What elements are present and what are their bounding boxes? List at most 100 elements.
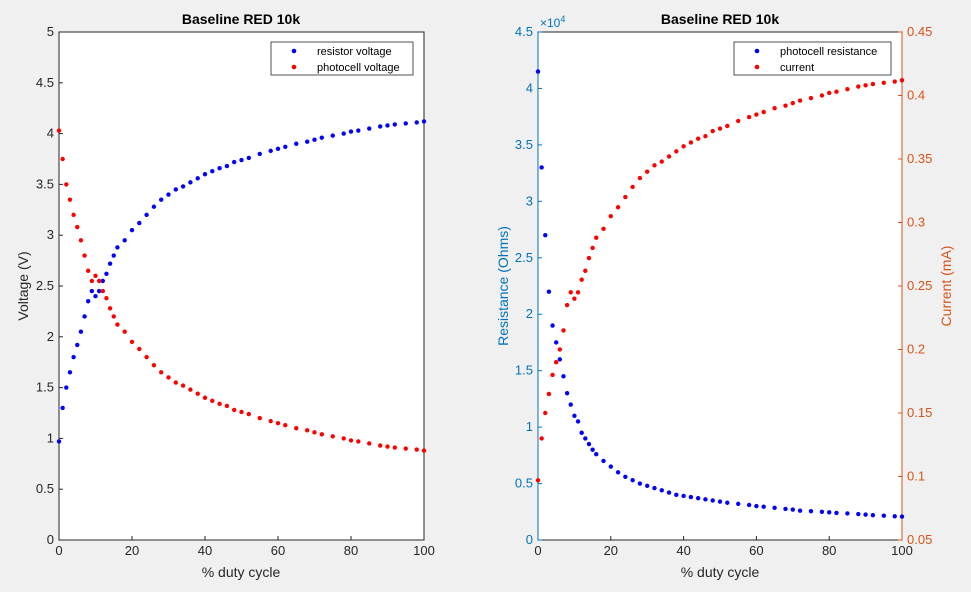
point-current: [554, 360, 559, 365]
point-photocell-resistance: [666, 490, 672, 495]
point-current: [608, 213, 613, 219]
point-photocell-voltage: [100, 288, 106, 294]
point-current: [772, 106, 777, 111]
point-current: [736, 118, 741, 124]
y-axis-left-resistance: 0 0.5 1 1.5 2 2.5 3 3.5 4 4.5: [515, 24, 542, 547]
point-photocell-voltage: [104, 295, 109, 301]
point-current: [899, 78, 905, 83]
point-resistor-voltage: [173, 187, 178, 192]
point-resistor-voltage: [144, 212, 149, 218]
point-current: [725, 123, 730, 129]
point-current: [601, 226, 606, 232]
point-photocell-voltage: [217, 401, 222, 407]
point-current: [623, 194, 628, 200]
point-current: [568, 290, 573, 295]
point-current: [557, 347, 563, 352]
plot-area-resistance: [537, 31, 903, 541]
point-photocell-voltage: [348, 438, 354, 443]
point-resistor-voltage: [392, 122, 397, 127]
point-photocell-resistance: [827, 510, 832, 515]
point-resistor-voltage: [86, 299, 91, 304]
point-photocell-resistance: [797, 508, 803, 513]
point-current: [681, 144, 686, 149]
point-photocell-resistance: [543, 233, 548, 238]
point-photocell-resistance: [710, 498, 715, 503]
point-resistor-voltage: [378, 124, 383, 129]
point-current: [615, 205, 621, 210]
point-resistor-voltage: [56, 439, 62, 444]
point-photocell-resistance: [688, 494, 694, 500]
y-tick-label: 0: [526, 532, 533, 547]
x-tick-label: 20: [125, 543, 139, 558]
point-resistor-voltage: [151, 204, 157, 209]
y-tick-label: 0.5: [515, 476, 533, 491]
y-tick-label: 3.5: [36, 176, 54, 191]
y-tick-label: 1.5: [36, 380, 54, 395]
point-photocell-resistance: [583, 436, 588, 441]
point-current: [856, 84, 861, 89]
point-current: [808, 95, 814, 101]
point-photocell-voltage: [421, 448, 427, 453]
point-current: [583, 268, 588, 273]
point-current: [892, 79, 897, 84]
point-photocell-voltage: [180, 383, 186, 388]
point-current: [761, 109, 766, 115]
point-photocell-resistance: [881, 513, 886, 518]
point-photocell-resistance: [572, 413, 577, 419]
point-photocell-resistance: [856, 511, 861, 517]
point-resistor-voltage: [104, 271, 109, 277]
y-right-tick-label: 0.3: [907, 215, 925, 230]
point-photocell-resistance: [568, 402, 573, 407]
point-photocell-resistance: [550, 323, 555, 328]
point-resistor-voltage: [166, 192, 171, 197]
point-current: [674, 149, 679, 154]
y-axis-voltage: 0 0.5 1 1.5 2 2.5 3 3.5 4 4.5 5: [36, 24, 63, 547]
point-resistor-voltage: [137, 220, 142, 226]
point-current: [645, 169, 650, 174]
y-tick-label: 4: [47, 126, 54, 141]
point-photocell-voltage: [268, 418, 273, 424]
point-photocell-resistance: [754, 503, 759, 509]
point-resistor-voltage: [217, 165, 222, 171]
point-photocell-voltage: [378, 443, 383, 448]
point-resistor-voltage: [93, 293, 98, 299]
point-photocell-resistance: [539, 165, 544, 170]
point-current: [710, 128, 715, 134]
chart-voltage: Baseline RED 10k 0 20 40 60 80 100 0 0.5 1 1.5 2 2…: [15, 11, 435, 580]
point-photocell-resistance: [772, 505, 777, 511]
point-photocell-resistance: [535, 69, 541, 74]
legend-marker-current: [754, 64, 760, 70]
point-photocell-resistance: [546, 289, 552, 294]
point-current: [564, 302, 570, 308]
point-photocell-voltage: [232, 407, 237, 413]
point-resistor-voltage: [257, 151, 262, 157]
point-current: [870, 81, 876, 87]
point-photocell-resistance: [586, 441, 592, 447]
point-photocell-voltage: [86, 268, 91, 273]
chart-title-resistance: Baseline RED 10k: [661, 11, 779, 27]
point-photocell-resistance: [659, 488, 664, 493]
y-tick-label: 4: [526, 80, 533, 95]
point-resistor-voltage: [78, 329, 84, 334]
point-photocell-resistance: [892, 514, 897, 519]
point-photocell-resistance: [783, 506, 788, 512]
point-resistor-voltage: [403, 121, 408, 126]
point-photocell-voltage: [312, 430, 317, 435]
legend-box-voltage: [270, 41, 414, 76]
point-photocell-voltage: [151, 363, 157, 368]
point-photocell-resistance: [845, 511, 850, 516]
y-tick-label: 2.5: [515, 250, 533, 265]
point-photocell-resistance: [717, 499, 723, 504]
point-photocell-resistance: [790, 507, 795, 512]
legend-marker-photocell-resistance: [754, 48, 760, 54]
y-tick-label: 3: [526, 193, 533, 208]
y-tick-label: 3.5: [515, 137, 533, 152]
point-resistor-voltage: [319, 135, 324, 140]
point-current: [637, 175, 643, 181]
point-current: [819, 93, 825, 98]
point-photocell-voltage: [356, 439, 361, 444]
point-photocell-resistance: [554, 340, 559, 345]
y-tick-label: 1: [47, 430, 54, 445]
point-photocell-resistance: [601, 458, 606, 464]
